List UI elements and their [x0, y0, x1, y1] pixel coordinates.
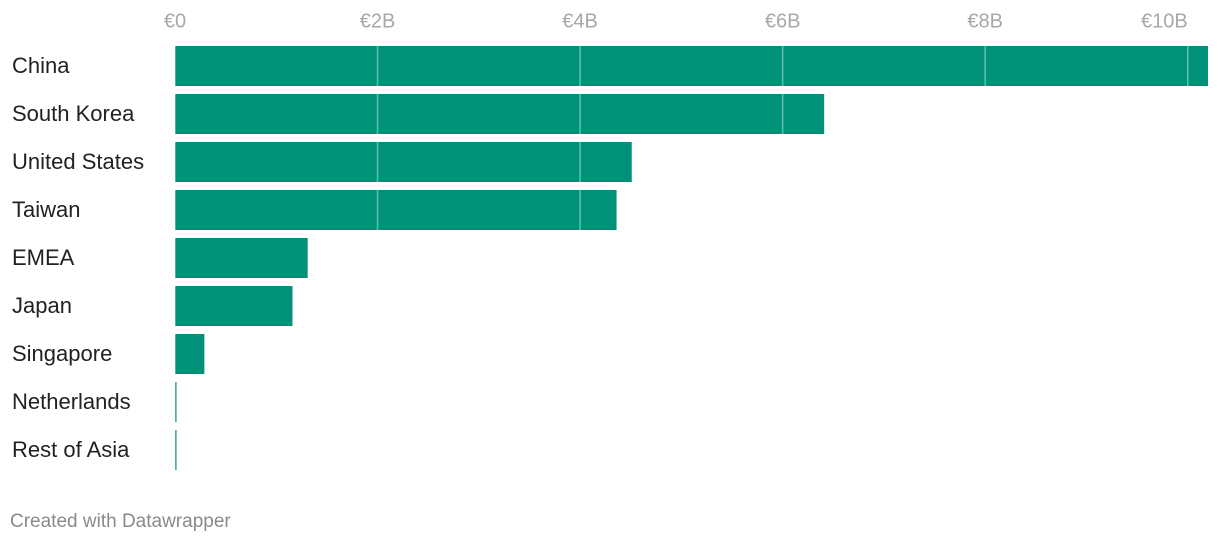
- x-tick-label: €6B: [765, 10, 801, 32]
- bar: [175, 382, 177, 422]
- category-label: Singapore: [12, 341, 112, 366]
- bar: [175, 46, 1208, 86]
- x-tick-label: €2B: [360, 10, 396, 32]
- x-tick-label: €10B: [1141, 10, 1188, 32]
- bar: [175, 238, 308, 278]
- bar: [175, 286, 293, 326]
- category-label: South Korea: [12, 101, 135, 126]
- bar: [175, 190, 617, 230]
- x-tick-label: €8B: [967, 10, 1003, 32]
- category-label: Netherlands: [12, 389, 131, 414]
- category-label: EMEA: [12, 245, 75, 270]
- category-label: Taiwan: [12, 197, 80, 222]
- credit: Created with Datawrapper: [10, 511, 231, 532]
- x-tick-label: €4B: [562, 10, 598, 32]
- category-label: Japan: [12, 293, 72, 318]
- category-label: Rest of Asia: [12, 437, 130, 462]
- category-label: China: [12, 53, 70, 78]
- category-label: United States: [12, 149, 144, 174]
- bar: [175, 142, 632, 182]
- x-tick-label: €0: [164, 10, 186, 32]
- bar: [175, 94, 825, 134]
- bar: [175, 334, 205, 374]
- bar: [175, 430, 177, 470]
